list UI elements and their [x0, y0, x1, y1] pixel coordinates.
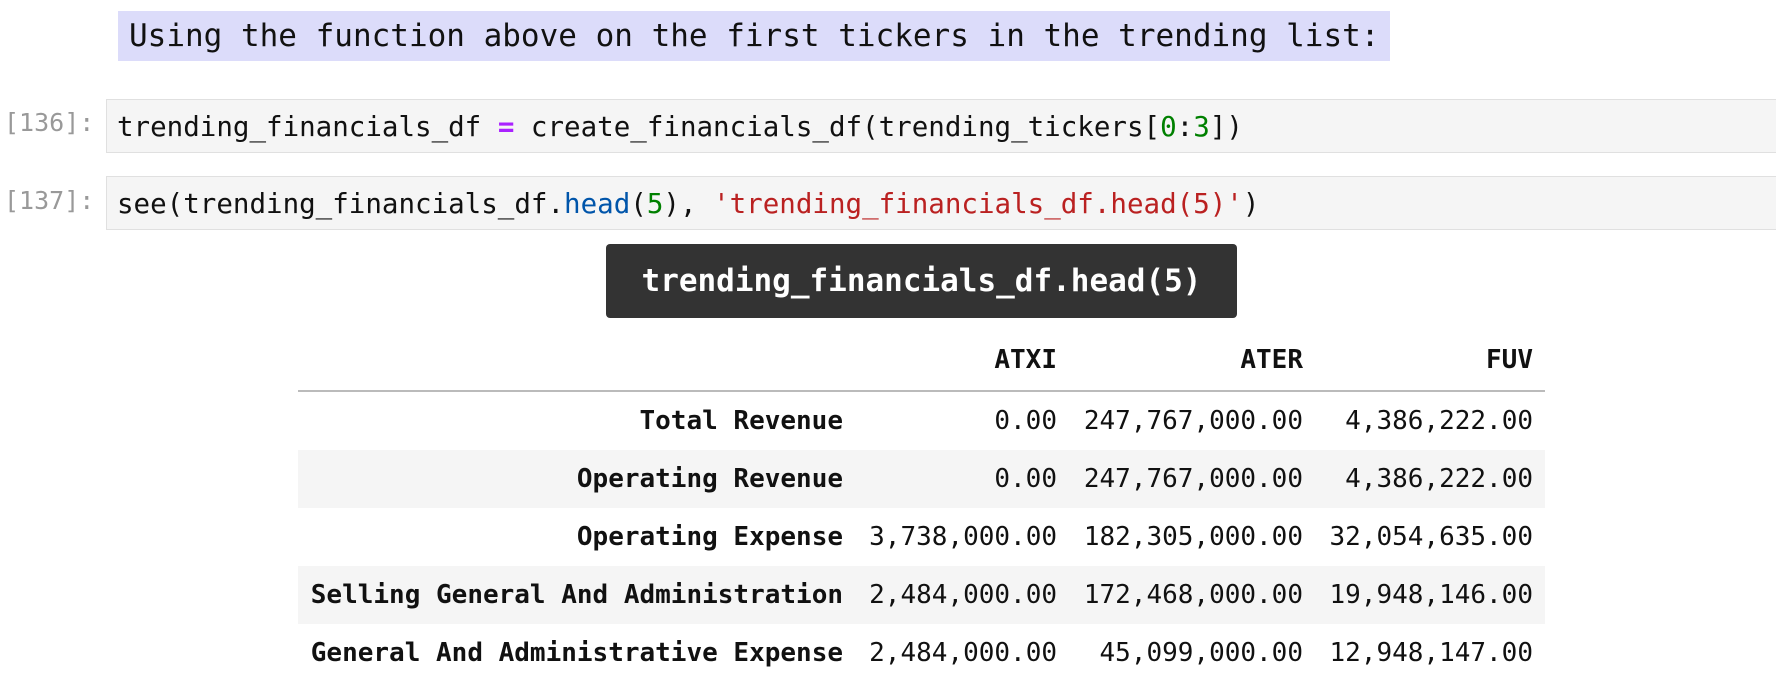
- table-cell: 45,099,000.00: [1099, 638, 1304, 668]
- code-token: ): [1242, 188, 1260, 220]
- table-cell: 2,484,000.00: [869, 638, 1057, 668]
- index-header: [298, 330, 855, 392]
- table-cell: 32,054,635.00: [1329, 522, 1534, 552]
- column-header: ATXI: [855, 330, 1069, 392]
- code-token: (: [630, 188, 647, 220]
- header-row: ATXI ATER FUV: [298, 330, 1545, 392]
- table-row: Total Revenue 0.00 247,767,000.00 4,386,222…: [298, 391, 1545, 450]
- code-cell[interactable]: trending_financials_df = create_financia…: [106, 99, 1776, 153]
- table-cell: 2,484,000.00: [869, 580, 1057, 610]
- code-token: head: [564, 188, 631, 220]
- markdown-cell: Using the function above on the first ti…: [118, 11, 1391, 61]
- table-cell: 12,948,147.00: [1329, 638, 1534, 668]
- table-row: Selling General And Administration 2,484,…: [298, 566, 1545, 624]
- cell-prompt: [136]:: [4, 108, 95, 137]
- table-cell: 182,305,000.00: [1083, 522, 1303, 552]
- dataframe-table: ATXI ATER FUV Total Revenue 0.00 247,767,000…: [298, 330, 1545, 682]
- table-cell: 4,386,222.00: [1345, 464, 1533, 494]
- code-token: 'trending_financials_df.head(5)': [713, 188, 1243, 220]
- code-token: ),: [663, 188, 714, 220]
- table-row: Operating Revenue 0.00 247,767,000.00 4,386…: [298, 450, 1545, 508]
- code-token: ]): [1209, 111, 1243, 143]
- table-cell: 172,468,000.00: [1083, 580, 1303, 610]
- table-cell: 247,767,000.00: [1083, 406, 1303, 436]
- column-header: FUV: [1315, 330, 1545, 392]
- row-label: Selling General And Administration: [310, 580, 843, 610]
- code-token: create_financials_df(trending_tickers[: [514, 111, 1161, 143]
- table-cell: 19,948,146.00: [1329, 580, 1534, 610]
- table-cell: 247,767,000.00: [1083, 464, 1303, 494]
- output-title: trending_financials_df.head(5): [606, 244, 1237, 318]
- code-token: 0: [1160, 111, 1177, 143]
- row-label: Total Revenue: [639, 406, 844, 436]
- code-token: =: [497, 111, 515, 143]
- table-cell: 0.00: [994, 464, 1057, 494]
- cell-prompt: [137]:: [4, 186, 95, 215]
- row-label: General And Administrative Expense: [310, 638, 843, 668]
- code-token: see(trending_financials_df.: [117, 188, 565, 220]
- table-row: General And Administrative Expense 2,484,…: [298, 624, 1545, 682]
- table-cell: 0.00: [994, 406, 1057, 436]
- row-label: Operating Revenue: [576, 464, 843, 494]
- row-label: Operating Expense: [576, 522, 843, 552]
- table-row: Operating Expense 3,738,000.00 182,305,000…: [298, 508, 1545, 566]
- code-token: 3: [1193, 111, 1210, 143]
- code-cell[interactable]: see(trending_financials_df.head(5), 'tre…: [106, 176, 1776, 230]
- code-token: trending_financials_df: [117, 111, 498, 143]
- table-cell: 4,386,222.00: [1345, 406, 1533, 436]
- code-token: 5: [646, 188, 664, 220]
- column-header: ATER: [1069, 330, 1315, 392]
- code-token: :: [1176, 111, 1194, 143]
- table-cell: 3,738,000.00: [869, 522, 1057, 552]
